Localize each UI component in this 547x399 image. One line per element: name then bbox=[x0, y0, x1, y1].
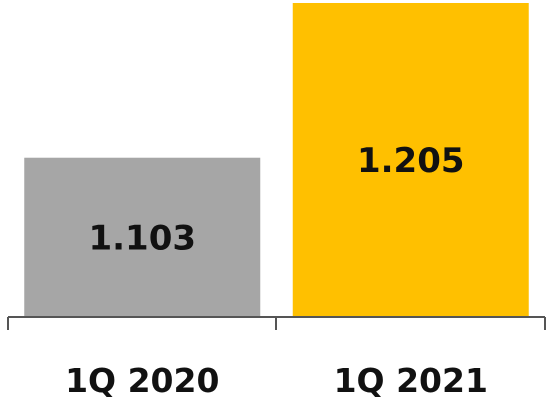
bar-1 bbox=[24, 157, 261, 317]
category-labels-group: 1Q 2020 1Q 2021 bbox=[65, 361, 488, 399]
data-labels-group: 1.103 1.205 bbox=[88, 141, 464, 258]
category-label-2: 1Q 2021 bbox=[334, 361, 488, 399]
category-label-1: 1Q 2020 bbox=[65, 361, 219, 399]
bar-2 bbox=[292, 3, 529, 317]
bars-group bbox=[24, 3, 529, 317]
data-label-1: 1.103 bbox=[88, 218, 196, 258]
data-label-2: 1.205 bbox=[357, 141, 465, 181]
